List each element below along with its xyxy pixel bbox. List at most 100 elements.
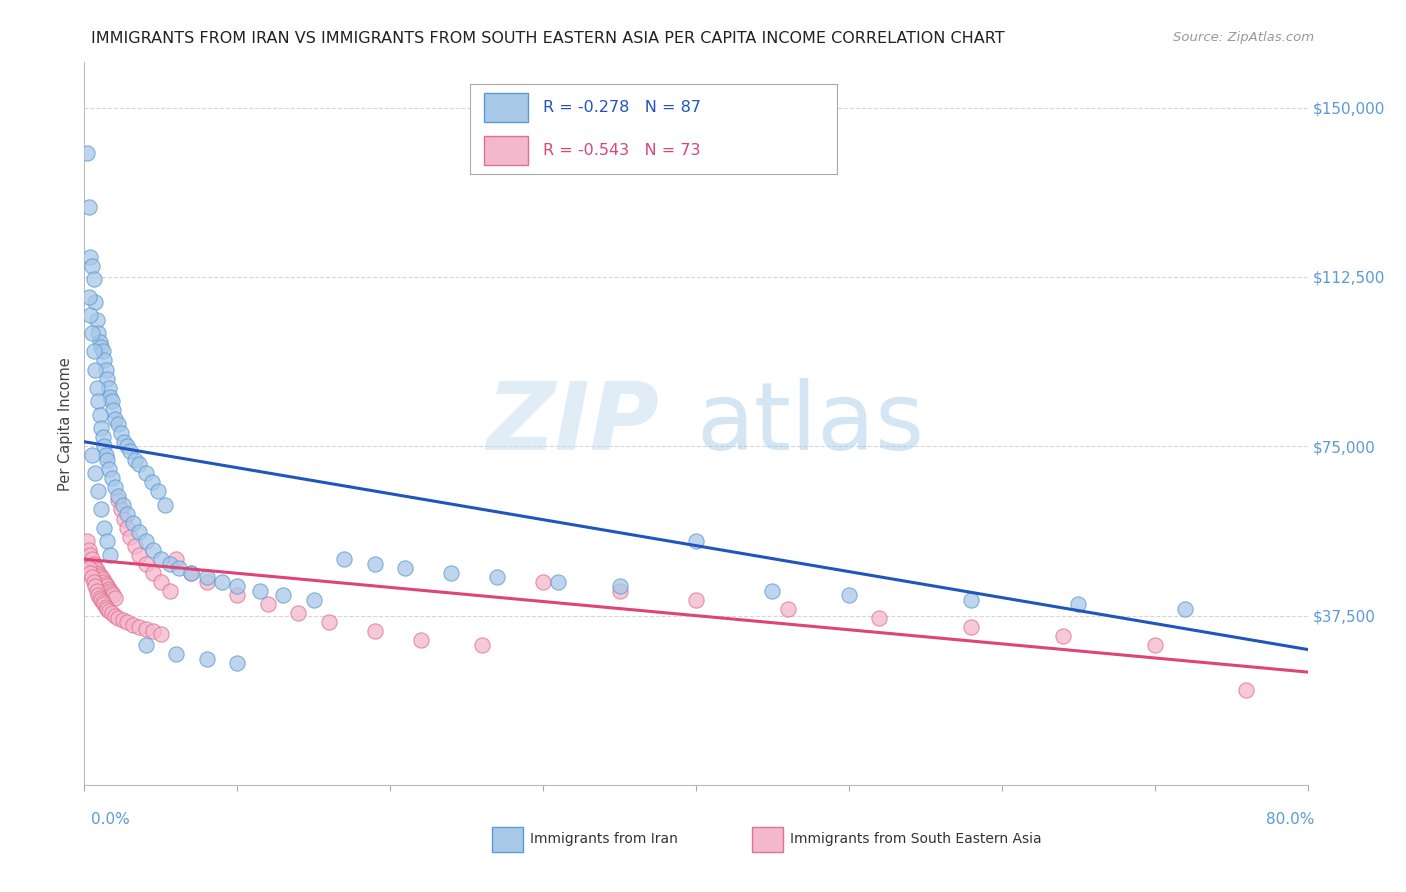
Point [394,561,416,575]
Point [115,615,138,630]
Point [89,568,111,582]
Point [84,467,107,481]
Point [101,607,124,621]
Point [869,611,891,625]
Point [271,588,294,602]
Point [167,561,190,575]
Point [159,557,181,571]
Point [249,583,271,598]
Point [128,524,150,539]
Point [96,534,118,549]
Point [135,622,157,636]
Point [89,408,111,422]
Point [104,480,127,494]
Point [93,353,115,368]
Point [107,493,129,508]
Point [128,548,150,562]
Point [226,579,249,593]
Point [838,588,860,602]
Point [1174,602,1197,616]
Point [96,602,118,616]
Point [79,250,101,264]
Text: Immigrants from Iran: Immigrants from Iran [530,832,678,847]
Point [471,638,494,652]
Point [86,564,108,578]
Point [364,557,387,571]
Point [80,259,103,273]
Point [93,598,115,612]
Point [960,620,983,634]
Point [94,448,117,462]
Point [104,608,127,623]
Point [111,498,134,512]
Point [98,548,121,562]
Text: 0.0%: 0.0% [91,812,131,827]
Point [83,272,105,286]
Point [103,403,125,417]
Point [226,588,249,602]
Point [142,543,165,558]
Point [83,574,105,589]
Point [91,573,114,587]
Point [609,579,631,593]
Point [333,552,356,566]
Point [98,583,121,598]
Point [180,566,202,580]
Point [101,586,124,600]
Point [77,561,100,575]
Point [531,574,554,589]
Point [257,598,280,612]
Point [103,588,125,602]
Point [195,574,218,589]
Point [364,624,387,639]
Point [84,579,107,593]
Point [115,507,138,521]
Point [87,394,110,409]
Point [547,574,569,589]
Point [135,534,157,549]
Point [91,430,114,444]
Point [101,394,124,409]
Point [77,290,100,304]
Point [80,326,103,341]
Point [90,340,112,354]
Point [111,613,134,627]
Point [776,602,799,616]
Point [287,607,309,621]
Text: atlas: atlas [696,377,924,470]
Point [115,439,138,453]
Point [440,566,463,580]
Point [83,344,105,359]
Point [149,626,172,640]
Point [93,439,115,453]
Point [90,570,112,584]
Point [76,534,98,549]
Point [79,566,101,580]
Point [318,615,340,630]
Point [84,362,107,376]
Point [93,520,115,534]
Point [195,651,218,665]
Point [84,294,107,309]
Point [107,611,129,625]
Point [84,561,107,575]
Text: Source: ZipAtlas.com: Source: ZipAtlas.com [1174,31,1315,45]
Point [90,592,112,607]
Point [101,471,124,485]
Point [80,570,103,584]
Text: 80.0%: 80.0% [1267,812,1315,827]
Point [120,530,142,544]
Point [142,566,165,580]
Point [77,200,100,214]
Point [80,552,103,566]
Point [135,557,157,571]
Point [90,421,112,435]
Point [486,570,509,584]
Point [83,557,105,571]
Point [1143,638,1166,652]
Point [135,638,157,652]
Point [93,574,115,589]
Point [86,313,108,327]
Point [97,604,120,618]
Point [97,462,120,476]
